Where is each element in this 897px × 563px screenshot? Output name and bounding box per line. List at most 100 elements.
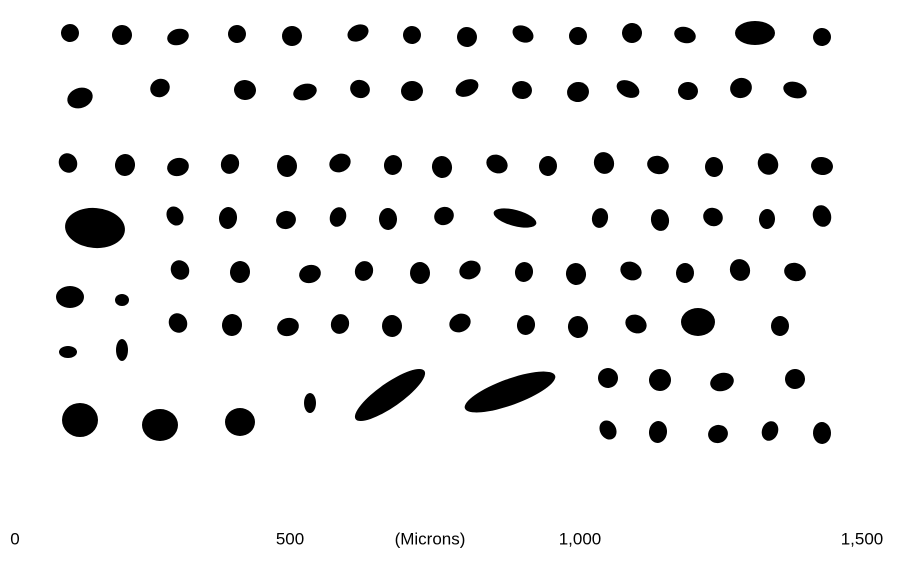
particle <box>648 420 669 444</box>
particle <box>115 294 129 306</box>
particle <box>619 20 645 46</box>
scale-tick: 500 <box>276 529 304 548</box>
particle <box>114 153 137 177</box>
particle <box>735 21 775 45</box>
particle <box>63 205 126 250</box>
particle <box>727 256 753 284</box>
particle <box>410 262 431 285</box>
particle <box>58 21 83 46</box>
particle <box>564 261 588 286</box>
particle <box>379 208 398 231</box>
particle <box>622 311 650 337</box>
particle <box>614 77 643 102</box>
particle <box>401 81 424 102</box>
particle <box>446 310 474 336</box>
particle <box>782 366 808 392</box>
particle <box>810 156 834 177</box>
particle <box>163 203 187 228</box>
particle <box>456 257 484 283</box>
particle <box>758 209 775 230</box>
particle <box>291 81 318 103</box>
particle <box>704 156 724 178</box>
particle <box>382 315 403 338</box>
particle <box>55 150 81 176</box>
particle <box>483 151 511 177</box>
particle <box>700 205 726 230</box>
particle <box>277 155 298 178</box>
particle <box>401 24 422 45</box>
particle <box>165 155 191 178</box>
particle <box>566 314 590 339</box>
particle <box>347 77 372 101</box>
particle <box>590 207 610 230</box>
particle <box>142 409 178 441</box>
particle <box>727 75 755 101</box>
particle <box>648 368 673 393</box>
particle <box>218 151 242 176</box>
particle <box>510 22 537 46</box>
particle <box>492 205 539 232</box>
particle <box>116 339 128 361</box>
particle <box>111 24 133 46</box>
particle <box>327 205 349 229</box>
particle <box>513 260 535 283</box>
particle <box>326 150 354 176</box>
particle <box>229 260 252 284</box>
particle <box>275 315 301 338</box>
particle <box>167 257 193 283</box>
particle <box>678 81 699 100</box>
particle <box>617 258 645 284</box>
particle <box>62 403 98 437</box>
particle <box>460 363 559 420</box>
particle <box>165 26 191 47</box>
particles <box>55 20 834 445</box>
scale-unit: (Microns) <box>395 529 466 548</box>
particle <box>596 417 620 442</box>
particle <box>770 316 789 337</box>
particle <box>759 419 781 443</box>
particle <box>813 422 832 445</box>
particle <box>274 209 298 232</box>
particle <box>754 150 782 179</box>
particle <box>594 364 621 391</box>
particle <box>430 154 454 179</box>
particle <box>382 153 404 176</box>
particle <box>810 203 834 230</box>
scale-tick: 1,000 <box>559 529 602 548</box>
particle <box>782 260 808 284</box>
particle <box>352 258 376 283</box>
particle <box>706 423 730 446</box>
particle <box>56 286 84 308</box>
particle <box>328 311 352 336</box>
particle <box>538 156 557 177</box>
particle <box>221 313 244 337</box>
particle <box>233 79 257 102</box>
scale-tick: 1,500 <box>841 529 884 548</box>
particle <box>515 313 537 336</box>
particle <box>147 75 173 101</box>
particle-image: 0 500 (Microns) 1,000 1,500 <box>0 0 897 563</box>
particle <box>645 153 671 177</box>
particle <box>453 76 482 101</box>
particle <box>431 204 457 229</box>
particle <box>225 408 255 436</box>
particle <box>297 262 323 285</box>
particle <box>225 22 248 45</box>
particle <box>345 21 372 45</box>
particle <box>64 84 95 112</box>
particle <box>812 27 832 47</box>
particle <box>781 79 809 101</box>
particle <box>455 25 478 48</box>
page: 0 500 (Microns) 1,000 1,500 (() => { con… <box>0 0 897 563</box>
particle <box>59 346 77 358</box>
particle <box>282 26 303 47</box>
particle <box>165 310 191 336</box>
scale-tick: 0 <box>10 529 19 548</box>
particle <box>675 263 694 284</box>
particle <box>510 79 533 101</box>
particle <box>349 361 432 429</box>
particle <box>591 149 617 177</box>
particle <box>649 207 671 232</box>
particle <box>304 393 316 413</box>
particle <box>681 308 715 336</box>
